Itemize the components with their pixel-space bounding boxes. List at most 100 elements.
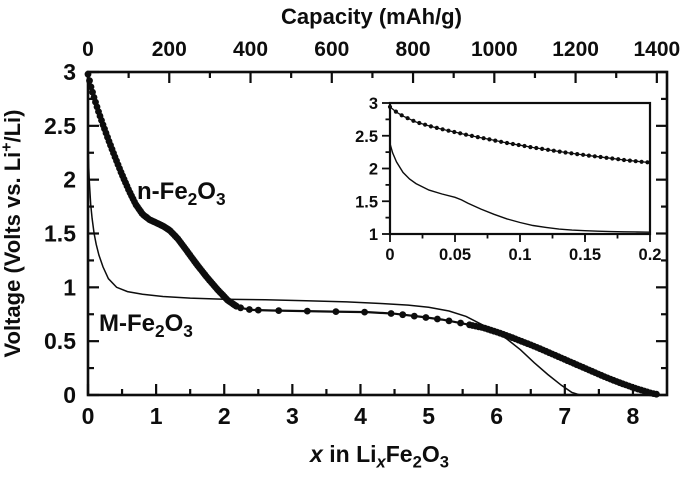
n-fe2o3-marker [84,70,92,78]
n-fe2o3-marker [303,307,311,315]
inset-n-fe2o3-marker [463,132,469,137]
capacity-axis-tick-label: 200 [152,38,187,61]
inset-border [388,101,652,236]
capacity-axis-tick-label: 400 [233,38,268,61]
voltage-axis-tick-label: 1.5 [44,221,76,247]
inset-n-fe2o3-marker [545,147,551,152]
voltage-axis-tick-label: 0 [63,382,76,408]
inset-n-fe2o3-marker [446,128,451,133]
main-plot: 0 1 2 3 4 5 6 7 8 0 200 400 600 800 1000 1200 1400 0 0.5 1 1… [0,4,680,472]
x-axis-tick-label: 8 [627,403,640,429]
inset-n-fe2o3-marker [469,133,474,138]
x-axis-tick-label: 0 [82,403,95,429]
inset-n-fe2o3-marker [417,120,422,126]
voltage-axis-tick-label: 1 [63,274,76,300]
x-axis-tick-label: 4 [354,403,367,429]
x-axis-tick-label: 6 [490,403,503,429]
m-fe2o3-curve [87,141,581,396]
inset-n-fe2o3-marker [621,157,627,163]
inset-n-fe2o3-marker [434,125,439,130]
inset-n-fe2o3-marker [598,154,603,160]
inset-n-fe2o3-marker [645,160,650,165]
inset-n-fe2o3-marker [586,153,592,158]
inset-n-fe2o3-marker [452,129,457,135]
inset-y-tick-label: 2 [369,161,378,179]
inset-n-fe2o3-marker [610,156,615,161]
inset-n-fe2o3-marker [604,155,609,160]
inset-n-fe2o3-marker [516,142,521,148]
inset-n-fe2o3-marker [399,113,404,118]
n-fe2o3-marker [387,310,395,317]
inset-n-fe2o3-marker [551,148,556,153]
n-curve-label: n-Fe2O3 [137,178,226,209]
inset-n-fe2o3-marker [528,145,533,150]
inset-n-fe2o3-marker [540,146,545,151]
n-fe2o3-series [84,70,660,398]
n-fe2o3-marker [422,314,430,321]
inset-n-fe2o3-marker [592,154,597,159]
inset-n-fe2o3-marker [581,152,586,157]
m-curve-label: M-Fe2O3 [99,310,193,341]
n-fe2o3-marker [89,88,96,96]
inset-m-fe2o3-curve [389,143,651,233]
inset-n-fe2o3-marker [387,104,393,109]
inset-n-fe2o3-marker [428,124,433,129]
inset-x-tick-label: 0 [385,246,394,264]
n-fe2o3-marker [87,83,95,91]
n-fe2o3-marker [254,306,262,314]
inset-n-fe2o3-marker [504,140,510,146]
voltage-axis-tick-label: 0.5 [44,328,76,354]
inset-n-fe2o3-marker [627,158,633,163]
n-fe2o3-marker [457,319,464,327]
inset-n-fe2o3-marker [423,122,428,127]
voltage-axis-tick-label: 3 [63,59,76,85]
inset-x-tick-label: 0.05 [439,246,471,264]
n-fe2o3-marker [445,317,453,325]
inset-n-fe2o3-marker [510,141,515,147]
inset-n-fe2o3-marker [499,139,504,144]
inset-y-tick-label: 2.5 [355,128,378,146]
n-fe2o3-marker [653,390,660,398]
inset-n-fe2o3-marker [411,118,416,123]
n-fe2o3-marker [246,306,253,313]
inset-n-fe2o3-marker [481,136,486,141]
inset-n-fe2o3-marker [475,135,480,140]
inset-n-fe2o3-marker [493,138,498,143]
inset-n-fe2o3-marker [639,159,644,164]
inset-n-fe2o3-marker [458,131,463,136]
x-axis-tick-label: 5 [422,403,435,429]
inset-y-tick-label: 3 [369,95,378,113]
x-axis-tick-label: 1 [150,403,163,429]
inset-n-fe2o3-marker [563,150,568,155]
inset-n-fe2o3-marker [557,149,562,154]
inset-x-tick-label: 0.15 [569,246,601,264]
capacity-axis-tick-label: 1000 [471,38,518,61]
capacity-axis-tick-label: 800 [396,38,431,61]
inset-n-fe2o3-marker [616,157,621,162]
x-axis-title: x in LixFe2O3 [308,441,449,472]
x-axis-tick-label: 2 [218,403,231,429]
inset-x-tick-label: 0.1 [509,246,532,264]
n-fe2o3-marker [399,311,407,319]
n-fe2o3-marker [275,307,283,314]
voltage-axis-tick-label: 2 [63,167,76,193]
inset-plot: 0 0.05 0.1 0.15 0.2 1 1.5 2 2.5 3 [355,95,661,264]
inset-n-fe2o3-marker [522,143,527,149]
capacity-axis-tick-label: 1200 [552,38,599,61]
x-axis-tick-label: 3 [286,403,299,429]
inset-n-fe2o3-marker [393,109,398,114]
n-fe2o3-marker [237,304,245,312]
inset-n-fe2o3-marker [569,151,574,156]
inset-y-tick-label: 1.5 [355,193,378,211]
voltage-axis-tick-label: 2.5 [44,113,76,139]
inset-n-fe2o3-marker [575,152,580,157]
capacity-axis-tick-label: 1400 [633,38,680,61]
x-axis-tick-label: 7 [558,403,571,429]
n-fe2o3-marker [410,312,418,320]
n-fe2o3-marker [434,315,441,323]
inset-n-fe2o3-marker [405,116,410,121]
m-fe2o3-series [87,141,581,396]
inset-x-tick-label: 0.2 [639,246,662,264]
capacity-axis-tick-label: 600 [314,38,349,61]
